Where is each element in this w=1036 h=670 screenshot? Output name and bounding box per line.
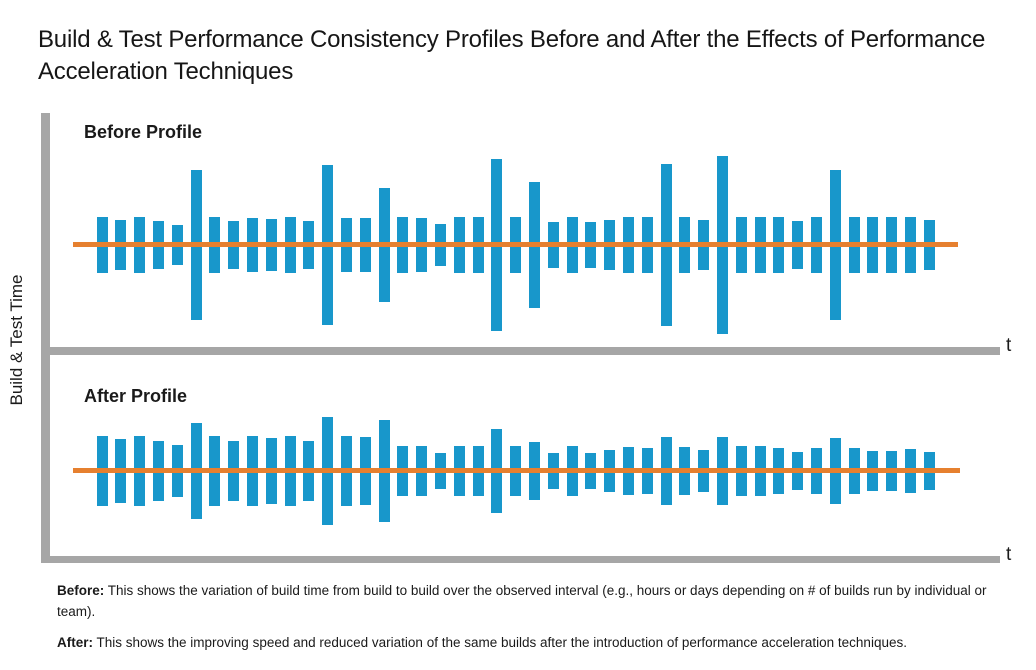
y-axis-title: Build & Test Time [7, 274, 26, 406]
chart-title: Build & Test Performance Consistency Pro… [38, 24, 988, 88]
after-mean-line [73, 468, 960, 473]
before-mean-line [73, 242, 958, 247]
chart-title-line-1: Build & Test Performance Consistency Pro… [38, 26, 844, 53]
before-caption-text: This shows the variation of build time f… [57, 583, 987, 619]
before-caption: Before: This shows the variation of buil… [57, 580, 1009, 622]
after-x-axis-t-label: t [1006, 544, 1012, 565]
before-caption-lead: Before: [57, 583, 105, 598]
y-axis-line [41, 113, 50, 563]
before-x-axis-line [41, 347, 1000, 355]
after-x-axis-line [41, 556, 1000, 563]
after-caption-text: This shows the improving speed and reduc… [93, 635, 907, 650]
before-x-axis-t-label: t [1006, 335, 1012, 356]
before-panel-label: Before Profile [84, 122, 203, 142]
chart-title-line-2: Performance Acceleration Techniques [38, 26, 986, 85]
after-panel-label: After Profile [84, 386, 188, 406]
after-caption: After: This shows the improving speed an… [57, 632, 1009, 653]
after-caption-lead: After: [57, 635, 93, 650]
caption-block: Before: This shows the variation of buil… [57, 580, 1009, 663]
